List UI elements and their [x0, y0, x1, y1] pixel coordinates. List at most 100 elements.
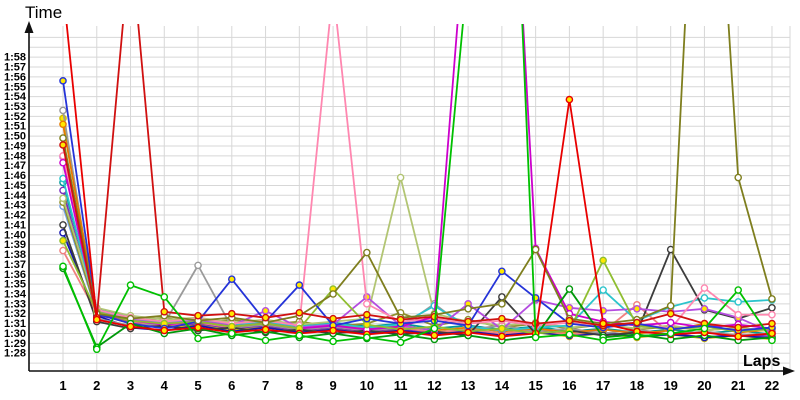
marker-dark-gray-lap-1 — [59, 221, 67, 229]
svg-text:13: 13 — [461, 378, 475, 393]
svg-text:1:29: 1:29 — [4, 338, 26, 350]
marker-red-dark-lap-1 — [59, 141, 67, 149]
marker-green-lap-21 — [734, 286, 743, 294]
marker-red-dark-lap-5 — [194, 311, 202, 320]
svg-text:1:55: 1:55 — [4, 81, 26, 93]
svg-text:1:31: 1:31 — [4, 318, 26, 330]
marker-red-lap-2 — [92, 315, 101, 324]
marker-dark-gray-lap-14 — [498, 293, 506, 301]
marker-red-dark-lap-13 — [464, 317, 472, 326]
svg-text:19: 19 — [663, 378, 677, 393]
svg-text:1:57: 1:57 — [4, 62, 26, 74]
marker-red-dark-lap-19 — [666, 309, 675, 318]
svg-text:21: 21 — [731, 378, 745, 393]
y-tick-labels: 1:281:291:301:311:321:331:341:351:361:37… — [4, 52, 27, 360]
marker-green-lap-20 — [700, 324, 709, 333]
marker-yellow-green-pale-lap-1 — [59, 194, 67, 203]
marker-pink-lap-20 — [700, 284, 709, 292]
marker-green-lap-17 — [599, 336, 607, 345]
marker-red-lap-12 — [430, 331, 439, 340]
marker-blue-lap-6 — [227, 275, 236, 283]
marker-green-lap-22 — [768, 336, 776, 345]
svg-text:3: 3 — [127, 378, 134, 393]
marker-red-dark-lap-4 — [160, 307, 169, 316]
marker-yellow-green-lap-14 — [498, 324, 506, 333]
marker-red-lap-3 — [126, 322, 135, 331]
marker-green-lap-16 — [565, 330, 574, 339]
svg-text:6: 6 — [228, 378, 235, 393]
svg-text:1:42: 1:42 — [4, 210, 26, 222]
marker-yellow-green-lap-17 — [599, 256, 607, 265]
marker-red-dark-lap-22 — [768, 319, 776, 328]
marker-red-lap-17 — [599, 319, 607, 328]
x-axis-arrow-icon — [783, 366, 795, 376]
marker-violet-lap-18 — [633, 304, 641, 313]
marker-cyan-lap-21 — [734, 298, 743, 306]
marker-blue-lap-8 — [295, 281, 304, 289]
marker-olive-lap-9 — [329, 290, 337, 298]
svg-text:1:45: 1:45 — [4, 180, 26, 192]
marker-yellow-green-lap-1 — [59, 236, 67, 245]
marker-red-lap-14 — [498, 332, 506, 341]
svg-text:1:56: 1:56 — [4, 71, 26, 83]
svg-text:1:50: 1:50 — [4, 131, 26, 143]
svg-text:1:53: 1:53 — [4, 101, 26, 113]
svg-text:2: 2 — [93, 378, 100, 393]
marker-blue-lap-14 — [498, 267, 506, 276]
svg-text:17: 17 — [596, 378, 610, 393]
marker-green-lap-4 — [160, 293, 169, 301]
y-axis-arrow-icon — [24, 21, 34, 33]
marker-pink-lap-21 — [734, 310, 743, 319]
svg-text:12: 12 — [427, 378, 441, 393]
marker-red-dark-lap-7 — [261, 313, 270, 322]
series-plot-area — [59, 24, 776, 354]
marker-cyan-lap-20 — [700, 294, 709, 302]
marker-green-lap-18 — [633, 332, 641, 341]
marker-red-lap-11 — [396, 327, 405, 336]
svg-text:1:47: 1:47 — [4, 160, 26, 172]
svg-text:14: 14 — [495, 378, 510, 393]
marker-red-dark-lap-8 — [295, 308, 304, 317]
series-green — [59, 24, 776, 354]
marker-red-dark-lap-6 — [227, 309, 236, 318]
marker-olive-lap-14 — [498, 300, 506, 308]
svg-text:5: 5 — [194, 378, 201, 393]
svg-text:1:34: 1:34 — [4, 288, 27, 300]
marker-red-lap-22 — [768, 329, 776, 338]
svg-text:1:37: 1:37 — [4, 259, 26, 271]
marker-green-lap-11 — [396, 338, 405, 347]
svg-text:18: 18 — [630, 378, 644, 393]
marker-green-lap-8 — [295, 331, 304, 340]
svg-text:9: 9 — [329, 378, 336, 393]
series-magenta — [59, 24, 776, 334]
svg-text:7: 7 — [262, 378, 269, 393]
marker-red-dark-lap-16 — [565, 316, 574, 325]
marker-red-lap-7 — [261, 325, 270, 334]
marker-green-lap-1 — [59, 262, 67, 271]
marker-olive-lap-19 — [666, 302, 675, 310]
marker-olive-lap-21 — [734, 173, 743, 182]
marker-red-dark-lap-14 — [498, 314, 506, 323]
svg-text:16: 16 — [562, 378, 576, 393]
marker-olive-lap-15 — [531, 245, 540, 254]
svg-text:1:43: 1:43 — [4, 200, 26, 212]
marker-olive-lap-10 — [363, 248, 371, 257]
marker-red-lap-5 — [194, 323, 202, 332]
marker-magenta-lap-19 — [666, 318, 675, 327]
svg-text:1:44: 1:44 — [4, 190, 27, 202]
svg-text:22: 22 — [765, 378, 779, 393]
marker-red-dark-lap-10 — [363, 310, 371, 319]
marker-dark-gray-lap-22 — [768, 304, 776, 312]
marker-red-dark-lap-9 — [329, 314, 337, 323]
svg-text:1:39: 1:39 — [4, 239, 26, 251]
marker-red-lap-9 — [329, 326, 337, 335]
svg-text:1:40: 1:40 — [4, 229, 26, 241]
svg-text:1:28: 1:28 — [4, 348, 26, 360]
axes — [24, 21, 795, 376]
svg-text:1:30: 1:30 — [4, 328, 26, 340]
marker-red-dark-lap-11 — [396, 315, 405, 324]
series-red — [65, 24, 776, 341]
svg-text:1:33: 1:33 — [4, 298, 26, 310]
